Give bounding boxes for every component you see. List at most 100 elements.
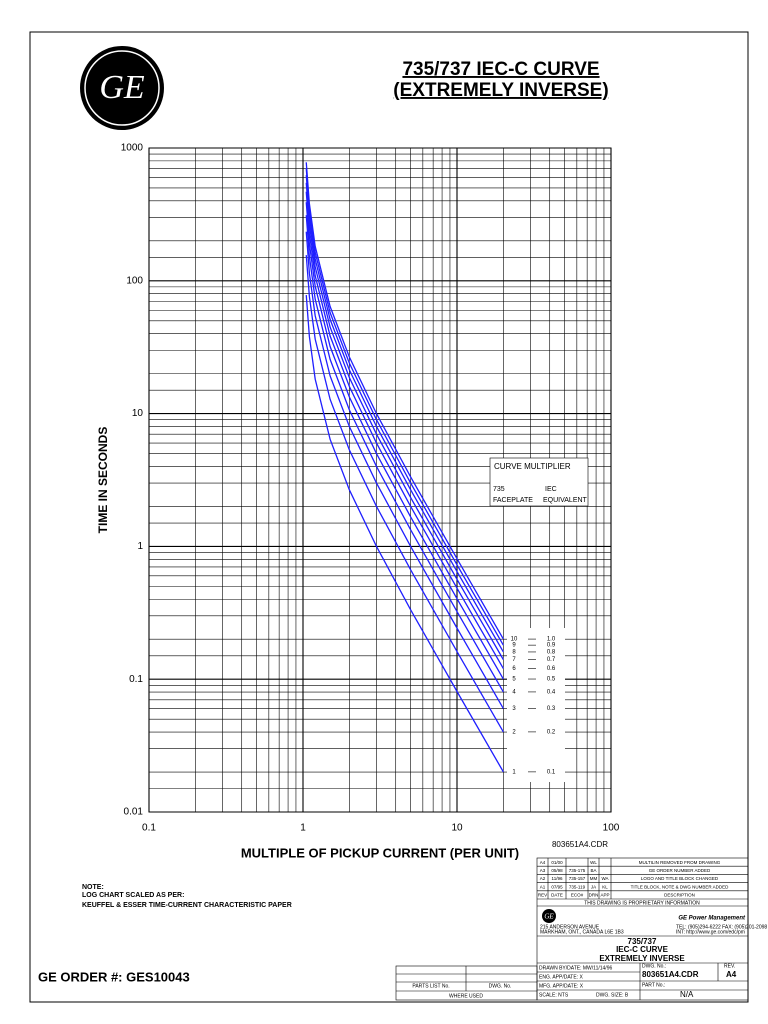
curve-label: 1 bbox=[512, 769, 516, 775]
revision-cell: 735-119 bbox=[569, 884, 586, 889]
revision-cell: A3 bbox=[540, 868, 546, 873]
block-title: IEC-C CURVE bbox=[616, 945, 669, 954]
contact: INT: http://www.ge.com/edc/pm bbox=[676, 929, 745, 935]
revision-cell: MM bbox=[590, 876, 598, 881]
revision-cell: 735-157 bbox=[569, 876, 586, 881]
file-name: 803651A4.CDR bbox=[552, 840, 608, 849]
curve bbox=[305, 215, 504, 693]
revision-cell: DESCRIPTION bbox=[664, 893, 695, 898]
curve bbox=[305, 255, 504, 733]
x-tick-label: 100 bbox=[603, 823, 620, 834]
rev-label: REV. bbox=[724, 963, 735, 969]
drawn-by: DRAWN BY/DATE: MW/11/14/96 bbox=[539, 965, 612, 971]
revision-cell: MULTILIN REMOVED FROM DRAWING bbox=[639, 860, 721, 865]
revision-cell: DATE bbox=[551, 893, 563, 898]
company: GE Power Management bbox=[678, 916, 746, 922]
legend-head: 735 bbox=[493, 486, 505, 493]
curve-label: 3 bbox=[512, 706, 516, 712]
revision-cell: JA bbox=[591, 884, 596, 889]
x-tick-label: 0.1 bbox=[142, 823, 156, 834]
revision-cell: 735-175 bbox=[569, 868, 586, 873]
curve bbox=[305, 191, 504, 669]
revision-cell: 01/00 bbox=[551, 860, 563, 865]
rev: A4 bbox=[726, 970, 737, 979]
ge-logo-ring bbox=[84, 50, 160, 126]
revision-cell: WA bbox=[601, 876, 608, 881]
legend-head: EQUIVALENT bbox=[543, 497, 588, 504]
y-tick-label: 0.01 bbox=[124, 807, 144, 818]
y-tick-label: 1000 bbox=[121, 143, 144, 154]
revision-cell: 11/96 bbox=[552, 876, 563, 881]
curve-label-iec: 0.4 bbox=[547, 690, 556, 696]
legend-head: FACEPLATE bbox=[493, 497, 533, 504]
curve-label-iec: 0.9 bbox=[547, 643, 556, 649]
small-logo bbox=[542, 909, 556, 923]
mfg-app: MFG. APP/DATE: X bbox=[539, 983, 584, 989]
curve-label-iec: 1.0 bbox=[547, 637, 556, 643]
plot-area: 0.1 1 10 100 0.01 0.1 1 10 100 1000 CURVE MULTIPLI… bbox=[121, 143, 620, 834]
block-title: EXTREMELY INVERSE bbox=[599, 954, 685, 963]
revision-cell: TITLE BLOCK, NOTE & DWG NUMBER ADDED bbox=[631, 884, 730, 889]
title-block-frame bbox=[536, 857, 749, 1001]
curve-label-iec: 0.2 bbox=[547, 729, 556, 735]
curve bbox=[305, 202, 504, 680]
x-tick-label: 1 bbox=[300, 823, 306, 834]
curve bbox=[305, 168, 504, 646]
y-tick-label: 0.1 bbox=[129, 674, 143, 685]
revision-cell: KL bbox=[602, 884, 608, 889]
ge-logo-text: GE bbox=[99, 69, 145, 106]
x-axis-label: MULTIPLE OF PICKUP CURRENT (PER UNIT) bbox=[241, 845, 519, 860]
curve bbox=[305, 295, 504, 773]
contact: TEL: (905)294-6222 FAX: (905)201-2098 bbox=[676, 924, 767, 930]
order-number: GE ORDER #: GES10043 bbox=[38, 969, 190, 984]
address: 215 ANDERSON AVENUE bbox=[540, 924, 600, 930]
y-tick-label: 10 bbox=[132, 408, 144, 419]
curve-label: 2 bbox=[512, 729, 516, 735]
small-logo-text: GE bbox=[544, 913, 554, 921]
curve-label: 6 bbox=[512, 666, 516, 672]
note-line: LOG CHART SCALED AS PER: bbox=[82, 892, 184, 899]
ge-logo bbox=[80, 46, 164, 130]
revision-cell: WL bbox=[590, 860, 597, 865]
revision-cell: 07/95 bbox=[551, 884, 563, 889]
curve-label-iec: 0.1 bbox=[547, 769, 556, 775]
parts-list: PARTS LIST No. bbox=[412, 983, 449, 989]
curve-label-iec: 0.8 bbox=[547, 650, 556, 656]
curve-label-iec: 0.7 bbox=[547, 657, 556, 663]
dwg-no-label: DWG. No.: bbox=[642, 963, 666, 969]
part-no: N/A bbox=[680, 990, 694, 999]
chart-title: 735/737 IEC-C CURVE bbox=[402, 59, 599, 80]
curve bbox=[305, 162, 504, 640]
revision-cell: APP bbox=[600, 893, 609, 898]
part-no-label: PART No.: bbox=[642, 982, 665, 988]
note-line: NOTE: bbox=[82, 884, 104, 891]
curve-label: 10 bbox=[511, 637, 518, 643]
proprietary: THIS DRAWING IS PROPRIETARY INFORMATION bbox=[584, 900, 700, 906]
eng-app: ENG. APP/DATE: X bbox=[539, 974, 583, 980]
curve-label: 4 bbox=[512, 690, 516, 696]
curve bbox=[305, 182, 504, 660]
address: MARKHAM, ONT., CANADA L6E 1B3 bbox=[540, 929, 624, 935]
legend-head: IEC bbox=[545, 486, 557, 493]
curve-label: 9 bbox=[512, 643, 516, 649]
revision-cell: BA bbox=[590, 868, 596, 873]
legend-box bbox=[489, 457, 589, 507]
x-tick-label: 10 bbox=[451, 823, 463, 834]
revision-cell: A2 bbox=[540, 876, 546, 881]
curve-label: 5 bbox=[512, 677, 516, 683]
legend-title: CURVE MULTIPLIER bbox=[494, 462, 571, 471]
curve-label: 7 bbox=[512, 657, 516, 663]
dwg-size: DWG. SIZE: B bbox=[596, 992, 629, 998]
revision-cell: 05/98 bbox=[551, 868, 563, 873]
curve-label-iec: 0.3 bbox=[547, 706, 556, 712]
curve-label: 8 bbox=[512, 650, 516, 656]
y-axis-label: TIME IN SECONDS bbox=[96, 427, 110, 534]
y-tick-label: 1 bbox=[137, 541, 143, 552]
revision-cell: GE ORDER NUMBER ADDED bbox=[649, 868, 711, 873]
revision-cell: A4 bbox=[540, 860, 546, 865]
scale: SCALE: NTS bbox=[539, 992, 569, 998]
curve-label-iec: 0.5 bbox=[547, 677, 556, 683]
curve bbox=[305, 175, 504, 653]
dwg-no: 803651A4.CDR bbox=[642, 970, 699, 979]
